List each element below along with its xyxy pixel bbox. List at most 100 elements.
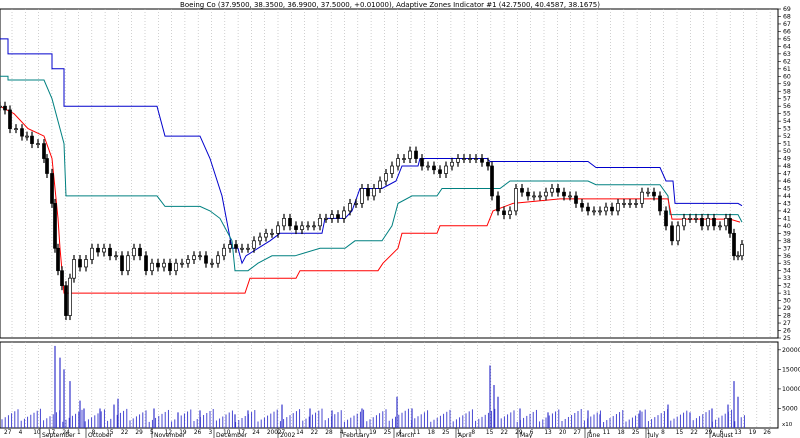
price-candle-body bbox=[664, 210, 668, 227]
month-label: March bbox=[396, 432, 414, 438]
price-tick-label: 44 bbox=[783, 193, 791, 200]
price-tick-label: 28 bbox=[783, 313, 791, 320]
x-tick-label: 4 bbox=[340, 430, 344, 436]
price-candle-body bbox=[132, 247, 136, 257]
price-candle-body bbox=[342, 210, 346, 219]
price-candle-body bbox=[622, 203, 626, 205]
price-candle-body bbox=[694, 218, 698, 220]
x-tick-label: 22 bbox=[690, 430, 698, 436]
x-tick-label: 22 bbox=[121, 430, 129, 436]
price-tick-label: 50 bbox=[783, 148, 791, 155]
price-tick-label: 29 bbox=[783, 305, 791, 312]
price-candle-body bbox=[56, 247, 60, 272]
x-tick-label: 8 bbox=[661, 430, 665, 436]
price-candle-body bbox=[96, 247, 100, 253]
price-candle-body bbox=[508, 210, 512, 215]
x-tick-label: 27 bbox=[4, 430, 12, 436]
price-candle-body bbox=[222, 247, 226, 257]
x-tick-label: 1 bbox=[647, 430, 651, 436]
x-tick-label: 29 bbox=[705, 430, 713, 436]
price-tick-label: 54 bbox=[783, 118, 791, 125]
price-candle-body bbox=[586, 206, 590, 212]
price-candle-body bbox=[240, 247, 244, 250]
price-candle-body bbox=[126, 255, 130, 272]
price-tick-label: 43 bbox=[783, 200, 791, 207]
volume-tick-label: 20000 bbox=[782, 347, 800, 354]
price-tick-label: 42 bbox=[783, 208, 791, 215]
price-tick-label: 64 bbox=[783, 43, 791, 50]
x-tick-label: 17 bbox=[238, 430, 246, 436]
zone-line-middle bbox=[0, 75, 743, 272]
price-candle-body bbox=[372, 188, 376, 197]
price-tick-label: 59 bbox=[783, 81, 791, 88]
price-candle-body bbox=[700, 218, 704, 227]
price-candle-body bbox=[120, 255, 124, 272]
price-candle-body bbox=[426, 165, 430, 168]
price-candle-body bbox=[486, 161, 490, 167]
price-tick-label: 51 bbox=[783, 141, 791, 148]
price-candle-body bbox=[676, 225, 680, 242]
price-candle-body bbox=[502, 210, 506, 215]
price-tick-label: 34 bbox=[783, 268, 791, 275]
price-candle-body bbox=[480, 158, 484, 163]
price-candle-body bbox=[462, 158, 466, 160]
x-tick-label: 3 bbox=[208, 430, 212, 436]
price-tick-label: 56 bbox=[783, 103, 791, 110]
x-tick-label: 14 bbox=[296, 430, 304, 436]
price-candle-body bbox=[520, 188, 524, 193]
price-candle-body bbox=[718, 225, 722, 228]
price-tick-label: 39 bbox=[783, 230, 791, 237]
price-candle-body bbox=[114, 255, 118, 258]
price-tick-label: 63 bbox=[783, 51, 791, 58]
price-candle-body bbox=[634, 203, 638, 205]
x-tick-label: 29 bbox=[515, 430, 523, 436]
price-tick-label: 38 bbox=[783, 238, 791, 245]
price-tick-label: 32 bbox=[783, 283, 791, 290]
price-candle-body bbox=[234, 244, 238, 249]
x-tick-label: 25 bbox=[632, 430, 640, 436]
price-tick-label: 25 bbox=[783, 335, 791, 342]
zone-line-upper bbox=[0, 38, 743, 265]
price-tick-label: 68 bbox=[783, 13, 791, 20]
price-candle-body bbox=[490, 165, 494, 197]
x-tick-label: 24 bbox=[62, 430, 70, 436]
price-candle-body bbox=[396, 158, 400, 167]
price-candle-body bbox=[526, 191, 530, 197]
x-tick-label: 6 bbox=[530, 430, 534, 436]
price-candle-body bbox=[50, 173, 54, 204]
x-tick-label: 24 bbox=[252, 430, 260, 436]
price-candle-body bbox=[628, 203, 632, 205]
price-candle-body bbox=[270, 232, 274, 235]
x-tick-label: 28 bbox=[325, 430, 333, 436]
price-candle-body bbox=[706, 218, 710, 227]
chart-title: Boeing Co (37.9500, 38.3500, 36.9900, 37… bbox=[180, 1, 600, 9]
x-tick-label: 4 bbox=[19, 430, 23, 436]
price-candle-body bbox=[732, 232, 736, 257]
price-tick-label: 48 bbox=[783, 163, 791, 170]
x-tick-label: 29 bbox=[135, 430, 143, 436]
price-candle-body bbox=[414, 150, 418, 159]
price-candle-body bbox=[312, 225, 316, 228]
price-candle-body bbox=[72, 259, 76, 279]
price-candle-body bbox=[532, 195, 536, 198]
volume-unit-label: x10 bbox=[782, 422, 793, 428]
x-tick-label: 10 bbox=[33, 430, 41, 436]
price-candle-body bbox=[300, 225, 304, 230]
price-candle-body bbox=[168, 262, 172, 272]
price-candle-body bbox=[468, 158, 472, 160]
x-tick-label: 7 bbox=[281, 430, 285, 436]
price-candle-body bbox=[276, 225, 280, 234]
price-candle-body bbox=[736, 255, 740, 258]
price-candle-body bbox=[42, 143, 46, 159]
x-tick-label: 6 bbox=[720, 430, 724, 436]
price-candle-body bbox=[652, 191, 656, 197]
price-candle-body bbox=[646, 191, 650, 194]
price-tick-label: 60 bbox=[783, 73, 791, 80]
price-candle-body bbox=[282, 218, 286, 227]
price-candle-body bbox=[0, 105, 2, 108]
price-tick-label: 46 bbox=[783, 178, 791, 185]
x-tick-label: 22 bbox=[311, 430, 319, 436]
x-tick-label: 4 bbox=[588, 430, 592, 436]
price-candle-body bbox=[288, 218, 292, 227]
